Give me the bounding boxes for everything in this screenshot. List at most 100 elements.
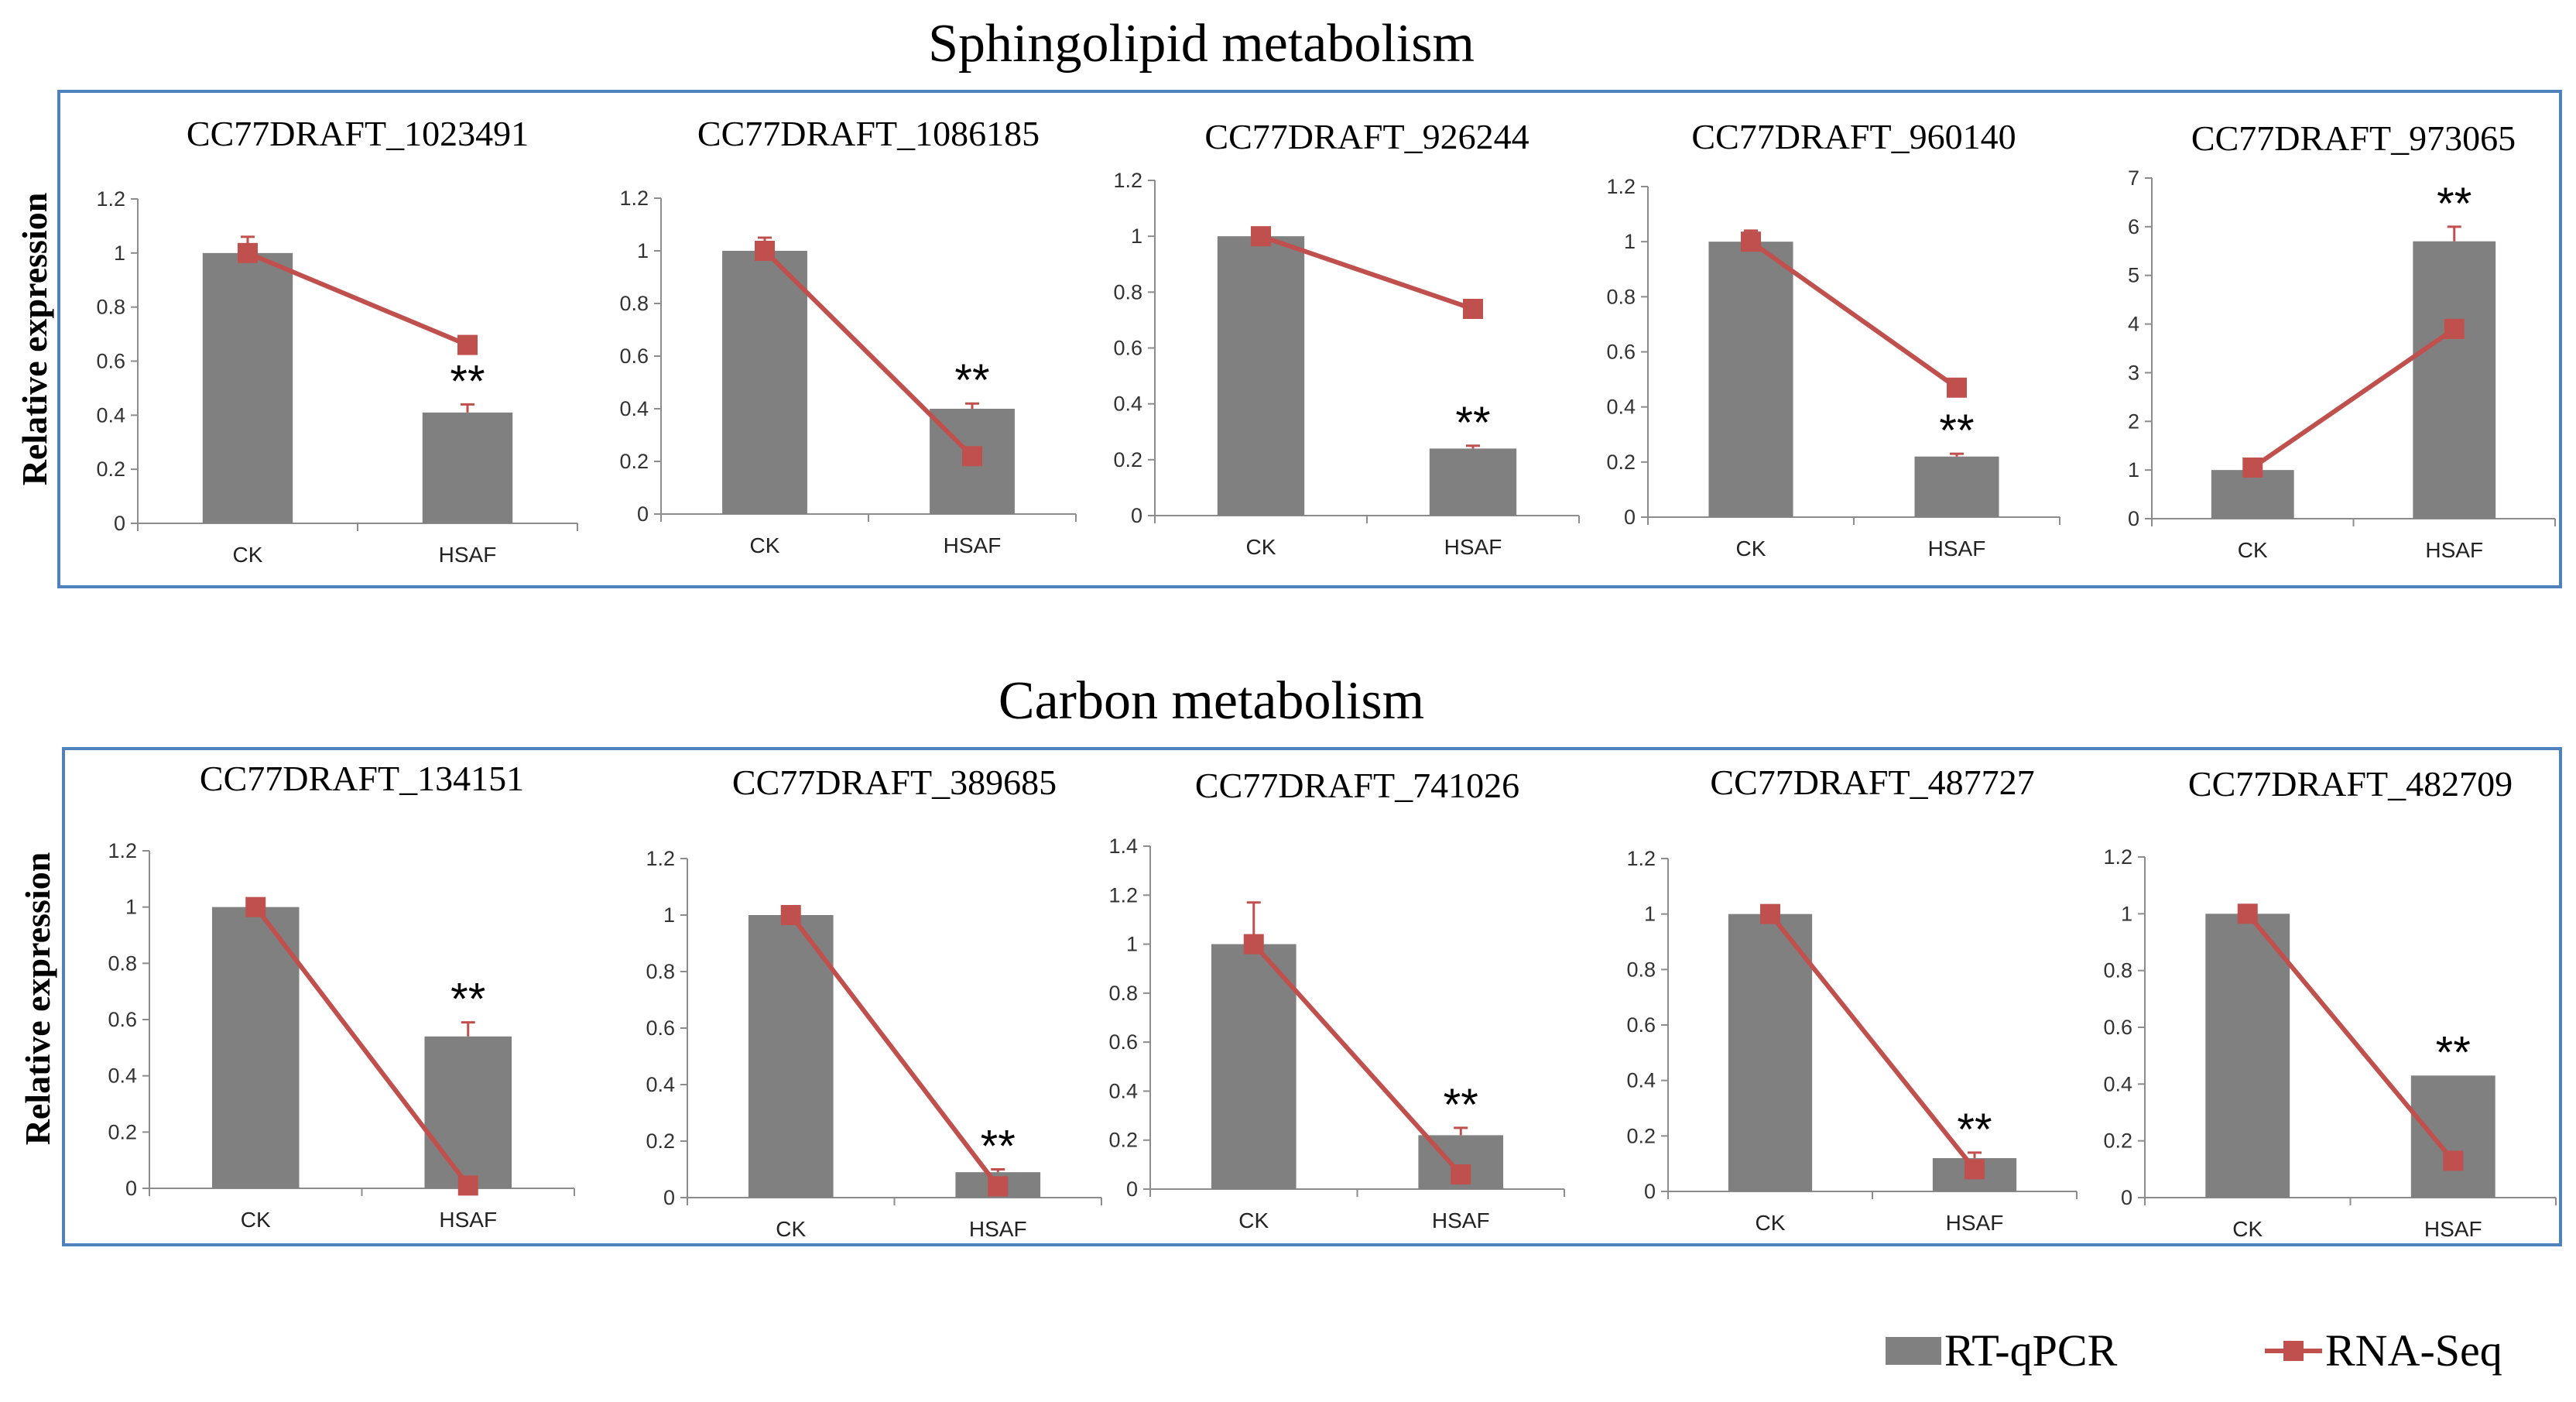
subplot-title: CC77DRAFT_1086185: [697, 114, 1040, 153]
y-tick-label: 0.4: [646, 1073, 675, 1096]
section-title-sphingolipid: Sphingolipid metabolism: [928, 14, 1475, 74]
y-tick-label: 0.8: [646, 960, 675, 983]
y-tick-label: 0.6: [1113, 337, 1142, 360]
y-tick-label: 0.2: [1626, 1124, 1656, 1147]
marker-rna-seq-ck: [780, 905, 801, 925]
y-tick-label: 1: [637, 239, 649, 262]
significance-marker: **: [981, 1122, 1016, 1172]
y-tick-label: 0.8: [1113, 280, 1142, 303]
y-tick-label: 0.4: [1113, 392, 1142, 416]
y-tick-label: 1.2: [2103, 845, 2132, 869]
y-tick-label: 0.4: [1626, 1069, 1656, 1092]
x-category-label: CK: [1736, 536, 1766, 560]
y-tick-label: 0.8: [1606, 285, 1636, 308]
legend-marker-rna-seq: [2283, 1341, 2304, 1361]
y-tick-label: 1.2: [96, 187, 125, 211]
significance-marker: **: [1455, 398, 1490, 448]
y-tick-label: 0: [637, 502, 649, 526]
bar-rt-qpcr-hsaf: [422, 412, 513, 523]
x-category-label: HSAF: [2424, 1217, 2482, 1241]
panel-frame-carbon: [62, 747, 2562, 1246]
x-category-label: HSAF: [944, 533, 1002, 557]
x-category-label: HSAF: [1946, 1211, 2004, 1235]
y-tick-label: 0.2: [1108, 1129, 1138, 1152]
bar-rt-qpcr-hsaf: [1914, 456, 1999, 517]
y-tick-label: 0.6: [1606, 341, 1636, 364]
y-tick-label: 1.2: [1606, 175, 1636, 198]
y-tick-label: 0.2: [108, 1120, 137, 1143]
y-tick-label: 1: [2128, 458, 2139, 482]
bar-rt-qpcr-ck: [748, 915, 834, 1198]
marker-rna-seq-hsaf: [988, 1176, 1009, 1197]
line-rna-seq: [246, 251, 469, 348]
line-rna-seq: [2251, 327, 2456, 470]
y-tick-label: 1: [1644, 903, 1656, 926]
marker-rna-seq-ck: [1243, 934, 1264, 955]
y-tick-label: 1: [2121, 902, 2132, 925]
y-tick-label: 0.2: [2103, 1129, 2132, 1153]
section-title-carbon: Carbon metabolism: [999, 671, 1424, 731]
y-tick-label: 6: [2128, 215, 2139, 238]
x-category-label: CK: [1756, 1211, 1786, 1235]
marker-rna-seq-ck: [1741, 231, 1761, 252]
y-tick-label: 0: [2121, 1186, 2132, 1209]
y-tick-label: 0.6: [1108, 1030, 1138, 1054]
significance-marker: **: [1957, 1105, 1992, 1155]
y-tick-label: 0.4: [1606, 396, 1636, 419]
subplot-title: CC77DRAFT_926244: [1204, 117, 1529, 156]
marker-rna-seq-ck: [238, 242, 258, 263]
y-tick-label: 0.6: [108, 1008, 137, 1031]
y-tick-label: 0.6: [2103, 1016, 2132, 1039]
y-tick-label: 0.6: [646, 1016, 675, 1040]
subplot-title: CC77DRAFT_960140: [1691, 117, 2016, 156]
bar-rt-qpcr-hsaf: [2410, 1075, 2496, 1198]
y-axis-label-sphingolipid: Relative expression: [15, 193, 54, 486]
y-tick-label: 1.4: [1108, 835, 1138, 858]
y-tick-label: 1: [125, 896, 137, 919]
x-category-label: HSAF: [439, 543, 497, 567]
charts: CC77DRAFT_1023491 0 0.2 0.4 0.6 0.8 1 1.2 CK HSAF…: [96, 114, 2557, 1241]
marker-rna-seq-hsaf: [1463, 298, 1483, 319]
subplot-2: CC77DRAFT_1086185 0 0.2 0.4 0.6 0.8 1 1.2 CK HSAF…: [619, 114, 1077, 557]
significance-marker: **: [2436, 1027, 2471, 1078]
significance-marker: **: [1939, 406, 1974, 456]
marker-rna-seq-hsaf: [457, 1175, 478, 1196]
y-tick-label: 0.8: [2103, 959, 2132, 982]
line-rna-seq: [762, 249, 975, 458]
y-tick-label: 0: [125, 1177, 137, 1200]
line-rna-seq: [1260, 234, 1474, 311]
marker-rna-seq-ck: [245, 896, 266, 917]
bar-rt-qpcr-ck: [1211, 944, 1297, 1189]
x-category-label: HSAF: [1928, 536, 1986, 560]
line-rna-seq: [1252, 942, 1463, 1177]
x-category-label: HSAF: [1444, 535, 1502, 559]
y-tick-label: 0.6: [1626, 1013, 1656, 1037]
bar-rt-qpcr-ck: [211, 907, 300, 1188]
y-tick-label: 1: [1126, 933, 1138, 956]
bar-rt-qpcr-ck: [2205, 914, 2290, 1198]
y-tick-label: 0: [1126, 1177, 1138, 1201]
marker-rna-seq-hsaf: [1451, 1164, 1471, 1185]
panel-frame-sphingolipid: [57, 90, 2562, 588]
y-tick-label: 0: [1131, 504, 1142, 527]
x-category-label: CK: [776, 1217, 806, 1241]
subplot-title: CC77DRAFT_1023491: [187, 114, 529, 153]
x-category-label: CK: [2238, 538, 2268, 562]
y-tick-label: 0.8: [619, 292, 649, 315]
significance-marker: **: [450, 975, 485, 1025]
subplot-title: CC77DRAFT_389685: [732, 763, 1057, 802]
y-tick-label: 1.2: [646, 847, 675, 870]
legend: RT-qPCR RNA-Seq: [1886, 1325, 2502, 1376]
y-tick-label: 0.8: [1108, 982, 1138, 1005]
subplot-title: CC77DRAFT_482709: [2188, 764, 2513, 804]
y-tick-label: 1.2: [619, 187, 649, 210]
marker-rna-seq-ck: [1760, 903, 1780, 924]
y-tick-label: 7: [2128, 166, 2139, 190]
y-tick-label: 0.2: [1606, 451, 1636, 474]
x-category-label: HSAF: [2425, 538, 2483, 562]
x-category-label: HSAF: [439, 1208, 497, 1232]
subplot-title: CC77DRAFT_973065: [2191, 118, 2516, 158]
bar-rt-qpcr-ck: [1728, 914, 1813, 1191]
marker-rna-seq-hsaf: [1947, 377, 1967, 398]
y-tick-label: 0.4: [108, 1064, 137, 1088]
